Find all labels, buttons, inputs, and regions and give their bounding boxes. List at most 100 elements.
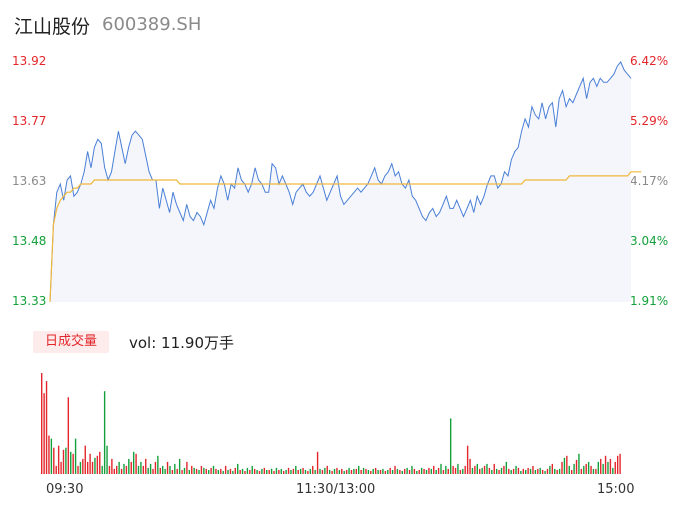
volume-bar bbox=[609, 458, 612, 474]
volume-bar bbox=[370, 471, 372, 474]
volume-bar bbox=[551, 463, 554, 474]
volume-bar bbox=[123, 463, 125, 474]
x-tick-label: 09:30 bbox=[46, 482, 84, 497]
price-tick-label: 13.33 bbox=[12, 294, 47, 308]
volume-bar bbox=[50, 438, 53, 474]
volume-bar bbox=[459, 470, 462, 474]
volume-bar bbox=[394, 465, 396, 474]
volume-bar bbox=[45, 381, 48, 474]
volume-bar bbox=[321, 470, 324, 474]
volume-bar bbox=[374, 467, 377, 474]
volume-bar bbox=[74, 438, 77, 474]
volume-bar bbox=[164, 468, 166, 474]
volume-bar bbox=[532, 465, 534, 474]
volume-bar bbox=[527, 467, 529, 474]
x-tick-label: 11:30/13:00 bbox=[296, 482, 376, 497]
volume-bar bbox=[234, 467, 236, 474]
volume-bar bbox=[290, 470, 292, 474]
volume-bar bbox=[299, 468, 302, 474]
volume-bar bbox=[263, 467, 266, 474]
volume-bar bbox=[549, 465, 551, 474]
volume-bar bbox=[253, 468, 256, 474]
volume-bar bbox=[312, 465, 314, 474]
volume-bar bbox=[471, 467, 474, 474]
volume-bar bbox=[111, 458, 113, 474]
volume-bar bbox=[479, 468, 481, 474]
volume-bar bbox=[561, 461, 563, 474]
volume-bar bbox=[101, 465, 103, 474]
volume-bar bbox=[149, 463, 152, 474]
volume-bar bbox=[65, 447, 67, 474]
volume-bar bbox=[544, 471, 546, 474]
volume-bar bbox=[362, 467, 365, 474]
volume-bar bbox=[295, 465, 297, 474]
volume-bar bbox=[343, 471, 345, 474]
volume-bar bbox=[382, 468, 384, 474]
volume-bar bbox=[256, 470, 258, 474]
volume-bar bbox=[120, 468, 123, 474]
volume-bar bbox=[106, 445, 108, 474]
volume-bar bbox=[512, 468, 515, 474]
volume-bar bbox=[495, 468, 498, 474]
volume-bar bbox=[220, 468, 222, 474]
volume-bar bbox=[232, 471, 234, 474]
volume-bar bbox=[48, 435, 50, 474]
volume-bar bbox=[433, 465, 435, 474]
volume-bar bbox=[612, 467, 614, 474]
volume-bar bbox=[227, 470, 229, 474]
volume-bar bbox=[297, 470, 299, 474]
volume-bar bbox=[159, 467, 161, 474]
volume-bar bbox=[169, 465, 171, 474]
volume-bar bbox=[108, 465, 111, 474]
volume-bar bbox=[377, 470, 379, 474]
price-line bbox=[49, 61, 632, 303]
volume-bar bbox=[142, 465, 145, 474]
volume-bar bbox=[498, 470, 500, 474]
volume-bar bbox=[401, 471, 403, 474]
volume-bar bbox=[437, 467, 440, 474]
price-area bbox=[50, 62, 631, 302]
volume-bar bbox=[476, 463, 478, 474]
volume-bar bbox=[580, 468, 583, 474]
volume-bar bbox=[215, 468, 217, 474]
volume-bar bbox=[270, 468, 273, 474]
volume-bar bbox=[614, 461, 616, 474]
volume-bar bbox=[72, 453, 74, 474]
volume-bar bbox=[454, 467, 457, 474]
volume-bar bbox=[181, 470, 183, 474]
volume-bar bbox=[568, 465, 570, 474]
volume-bar bbox=[224, 465, 227, 474]
volume-bar bbox=[587, 461, 590, 474]
volume-bar bbox=[428, 467, 430, 474]
volume-bar bbox=[140, 461, 142, 474]
volume-summary: vol: 11.90万手 bbox=[129, 334, 234, 352]
volume-bar bbox=[486, 463, 488, 474]
volume-bar bbox=[84, 445, 86, 474]
volume-bar bbox=[99, 451, 101, 474]
volume-tab[interactable]: 日成交量 bbox=[33, 331, 109, 353]
volume-bar bbox=[79, 461, 82, 474]
volume-bar bbox=[469, 458, 471, 474]
volume-bar bbox=[116, 465, 118, 474]
volume-bar bbox=[103, 391, 106, 474]
volume-bar bbox=[413, 468, 416, 474]
volume-bar bbox=[251, 465, 253, 474]
volume-bar bbox=[307, 471, 309, 474]
volume-bar bbox=[266, 470, 268, 474]
volume-bar bbox=[176, 468, 178, 474]
price-tick-label: 13.92 bbox=[12, 54, 47, 68]
volume-bar bbox=[566, 455, 568, 474]
volume-bar bbox=[353, 468, 355, 474]
price-tick-label: 13.63 bbox=[12, 174, 47, 188]
volume-bar bbox=[113, 468, 115, 474]
volume-bar bbox=[198, 470, 200, 474]
volume-bar bbox=[411, 465, 413, 474]
volume-bar bbox=[474, 465, 476, 474]
volume-bar bbox=[135, 453, 137, 474]
volume-bar bbox=[578, 453, 580, 474]
volume-bar bbox=[241, 468, 244, 474]
volume-bar bbox=[365, 468, 367, 474]
volume-bar bbox=[360, 470, 362, 474]
volume-bar bbox=[41, 373, 43, 474]
